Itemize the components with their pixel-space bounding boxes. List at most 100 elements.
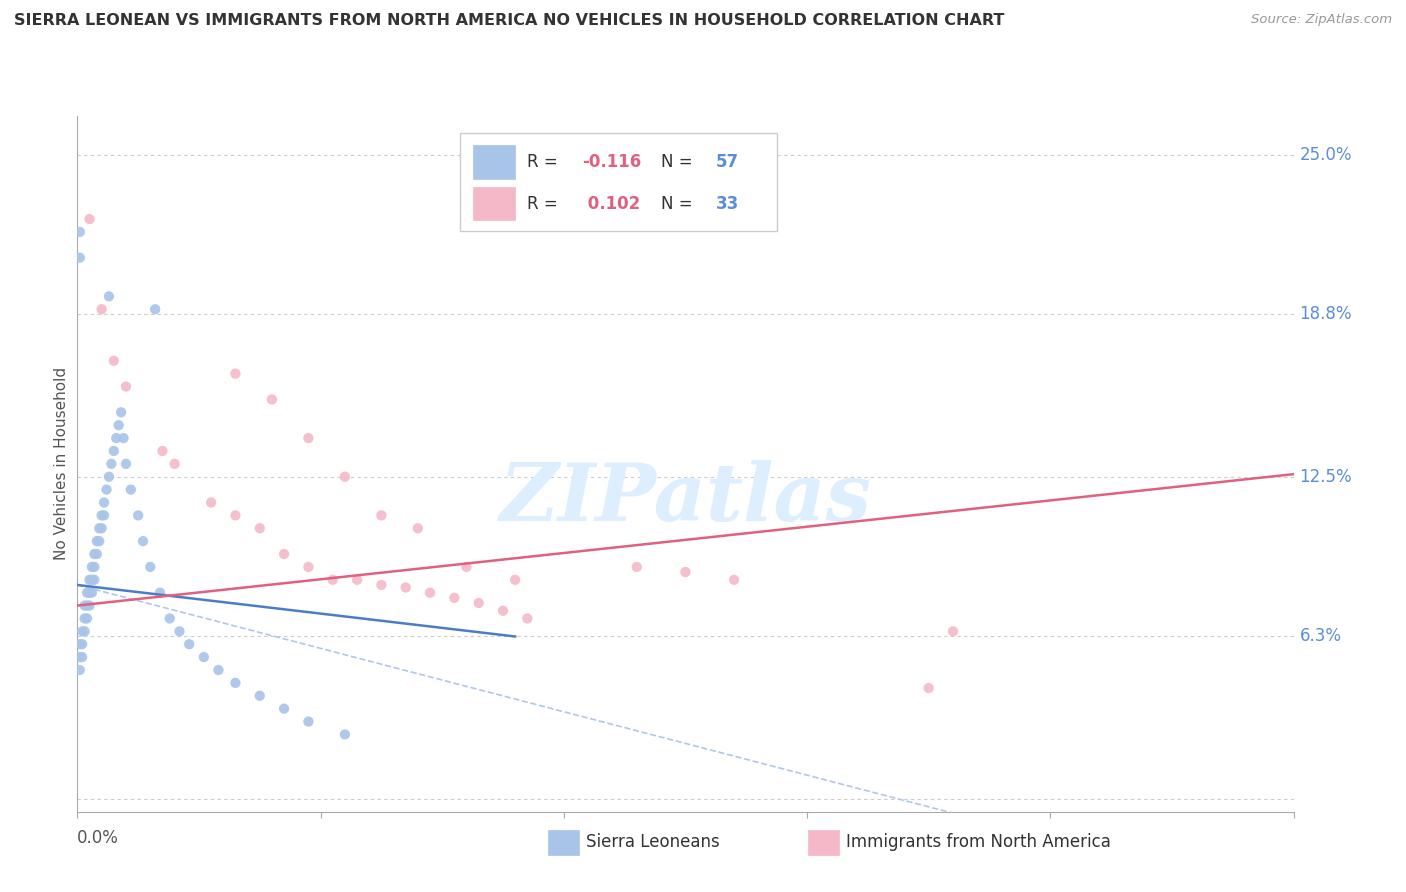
Point (159, 611, 181, 625)
Point (260, 392, 283, 407)
Point (115, 379, 138, 393)
Text: N =: N = (661, 153, 697, 171)
Point (492, 604, 515, 618)
Point (100, 457, 122, 471)
Point (110, 405, 132, 419)
Point (224, 676, 246, 690)
Point (76, 611, 98, 625)
Point (456, 560, 478, 574)
Point (467, 596, 489, 610)
Point (224, 367, 246, 381)
Point (70, 637, 93, 651)
Point (626, 560, 648, 574)
Point (80, 560, 103, 574)
Point (273, 701, 295, 715)
Text: N =: N = (661, 194, 697, 212)
Point (73, 611, 96, 625)
Point (89, 534, 111, 549)
Point (207, 663, 229, 677)
Point (723, 573, 745, 587)
Point (297, 560, 319, 574)
Point (152, 444, 174, 458)
Point (89, 521, 111, 535)
Point (297, 431, 319, 445)
Point (103, 353, 125, 368)
Text: 0.0%: 0.0% (77, 830, 120, 847)
Point (918, 681, 941, 695)
Point (69, 637, 91, 651)
Text: 0.102: 0.102 (582, 194, 640, 212)
Point (93, 495, 115, 509)
Text: Source: ZipAtlas.com: Source: ZipAtlas.com (1251, 13, 1392, 27)
Point (333, 727, 356, 741)
Point (127, 508, 149, 523)
Text: 57: 57 (716, 153, 740, 171)
Point (406, 521, 429, 535)
Point (76, 585, 98, 599)
Point (370, 578, 392, 592)
Point (132, 534, 155, 549)
Point (149, 585, 172, 599)
Point (249, 521, 271, 535)
Point (90, 302, 112, 317)
Point (70, 650, 93, 665)
Point (346, 573, 368, 587)
Point (370, 508, 392, 523)
Text: 18.8%: 18.8% (1299, 305, 1353, 324)
Point (90, 521, 112, 535)
Point (76, 599, 98, 613)
Point (249, 689, 271, 703)
Point (97, 289, 120, 303)
Text: Immigrants from North America: Immigrants from North America (846, 833, 1111, 851)
Point (79, 212, 101, 227)
Point (93, 508, 115, 523)
Point (86, 534, 108, 549)
Point (105, 431, 128, 445)
Point (115, 457, 138, 471)
Point (193, 650, 215, 665)
FancyBboxPatch shape (472, 145, 515, 178)
Point (107, 418, 129, 433)
Point (96, 483, 118, 497)
Point (83, 573, 105, 587)
Point (395, 581, 418, 595)
Point (112, 431, 135, 445)
Point (83, 560, 105, 574)
Point (73, 599, 96, 613)
Point (333, 469, 356, 483)
Text: 25.0%: 25.0% (1299, 145, 1353, 163)
Point (322, 573, 344, 587)
Point (80, 573, 103, 587)
Y-axis label: No Vehicles in Household: No Vehicles in Household (53, 368, 69, 560)
Point (163, 457, 186, 471)
Text: SIERRA LEONEAN VS IMMIGRANTS FROM NORTH AMERICA NO VEHICLES IN HOUSEHOLD CORRELA: SIERRA LEONEAN VS IMMIGRANTS FROM NORTH … (14, 13, 1004, 29)
Point (69, 650, 91, 665)
Point (503, 573, 526, 587)
Point (516, 611, 538, 625)
Text: 33: 33 (716, 194, 740, 212)
Point (97, 469, 120, 483)
FancyBboxPatch shape (460, 134, 776, 231)
Point (297, 714, 319, 729)
Text: -0.116: -0.116 (582, 153, 641, 171)
Point (224, 508, 246, 523)
Point (79, 573, 101, 587)
Point (79, 599, 101, 613)
Point (200, 495, 222, 509)
Point (179, 637, 201, 651)
Text: R =: R = (527, 194, 564, 212)
Point (675, 565, 697, 579)
Point (942, 624, 965, 639)
Text: R =: R = (527, 153, 564, 171)
Point (79, 585, 101, 599)
Point (83, 547, 105, 561)
Point (86, 547, 108, 561)
Text: 12.5%: 12.5% (1299, 467, 1353, 486)
Point (73, 624, 96, 639)
Point (80, 585, 103, 599)
Text: 6.3%: 6.3% (1299, 627, 1341, 646)
Point (143, 302, 166, 317)
Point (69, 225, 91, 239)
Point (419, 585, 441, 599)
Point (103, 444, 125, 458)
